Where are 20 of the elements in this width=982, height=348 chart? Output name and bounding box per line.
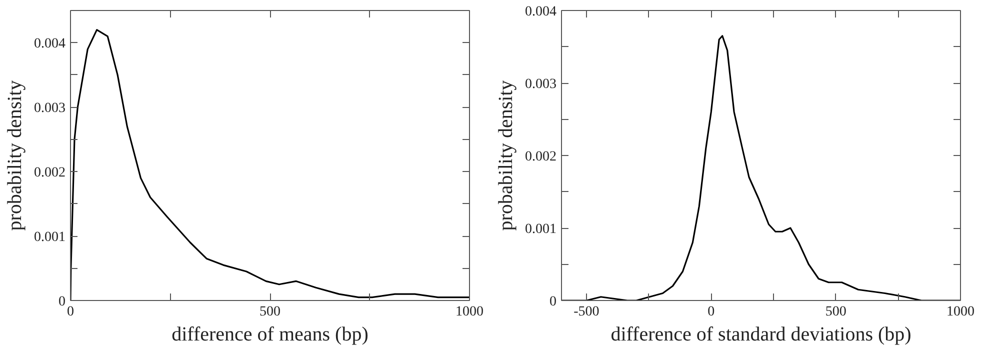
y-tick-label: 0.002 <box>34 166 66 181</box>
y-tick-label: 0.002 <box>525 150 556 164</box>
x-tick-label: 0 <box>708 304 715 320</box>
x-tick-label: 1000 <box>456 304 484 320</box>
y-tick-label: 0.004 <box>525 4 556 20</box>
y-tick-label: 0.004 <box>34 36 66 52</box>
x-tick-label: 500 <box>825 304 846 320</box>
x-tick-label: 1000 <box>946 304 974 320</box>
y-axis-title: probability density <box>495 80 517 231</box>
x-tick-label: 500 <box>260 304 280 320</box>
y-tick-label: 0 <box>58 294 66 310</box>
y-tick-label: 0 <box>550 294 556 310</box>
y-tick-label: 0.001 <box>525 222 556 237</box>
y-tick-label: 0.001 <box>34 230 66 246</box>
x-tick-label: -500 <box>574 304 600 320</box>
y-axis-title: probability density <box>4 80 26 231</box>
x-axis-title: difference of means (bp) <box>172 324 368 346</box>
y-tick-label: 0.003 <box>525 77 556 92</box>
y-tick-label: 0.003 <box>34 101 66 116</box>
x-axis-title: difference of standard deviations (bp) <box>610 324 912 346</box>
